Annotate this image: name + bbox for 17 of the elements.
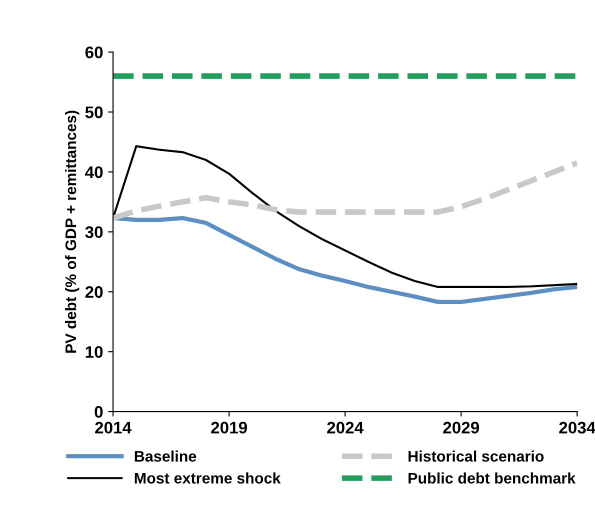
legend-label: Baseline (134, 450, 196, 462)
y-axis-title: PV debt (% of GDP + remittances) (64, 110, 80, 353)
y-tick-label: 10 (86, 346, 103, 358)
legend-label: Public debt benchmark (408, 472, 576, 484)
y-tick-label: 40 (85, 166, 103, 178)
y-tick-label: 50 (85, 106, 103, 118)
y-tick-label: 30 (85, 226, 103, 238)
legend-label: Most extreme shock (134, 472, 281, 484)
y-tick-label: 0 (94, 406, 103, 418)
legend-label: Historical scenario (408, 450, 544, 462)
x-tick-label: 2019 (211, 422, 247, 434)
line-series (113, 216, 578, 304)
y-tick-label: 20 (85, 286, 103, 298)
x-tick-label: 2014 (95, 422, 132, 434)
x-tick-label: 2029 (443, 422, 480, 434)
x-tick-label: 2024 (327, 422, 364, 434)
y-tick-label: 60 (85, 46, 103, 58)
